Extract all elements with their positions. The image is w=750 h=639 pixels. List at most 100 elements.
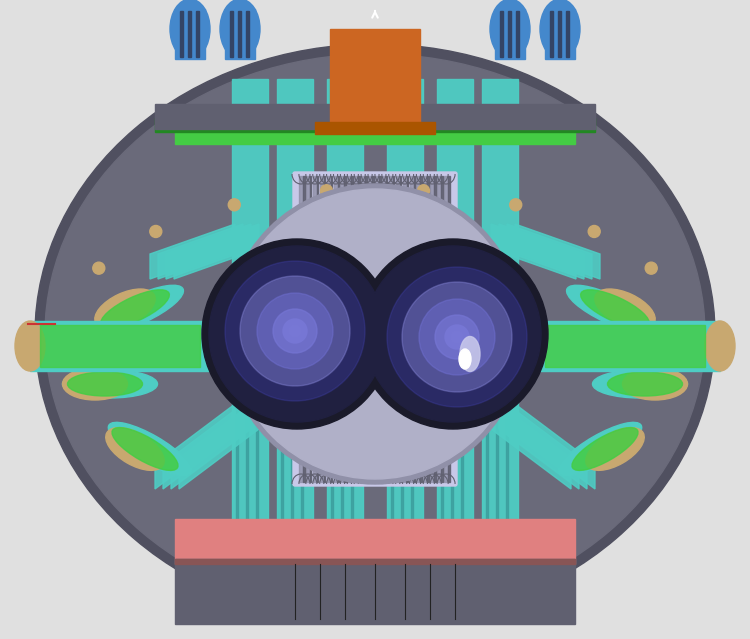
Bar bbox=[175, 559, 575, 624]
Bar bbox=[344, 176, 346, 482]
Bar bbox=[246, 279, 248, 619]
Ellipse shape bbox=[68, 372, 142, 396]
Circle shape bbox=[365, 246, 541, 422]
Polygon shape bbox=[174, 224, 259, 279]
Circle shape bbox=[257, 293, 333, 369]
Ellipse shape bbox=[45, 54, 705, 614]
Ellipse shape bbox=[112, 427, 178, 470]
Bar bbox=[175, 519, 575, 564]
Ellipse shape bbox=[220, 0, 260, 59]
Bar bbox=[291, 279, 293, 619]
Bar bbox=[256, 279, 258, 619]
Bar bbox=[188, 11, 191, 57]
Polygon shape bbox=[150, 224, 235, 279]
Bar bbox=[416, 176, 421, 482]
Bar bbox=[506, 279, 508, 619]
Bar bbox=[451, 279, 453, 619]
Polygon shape bbox=[163, 404, 243, 489]
Ellipse shape bbox=[170, 0, 210, 59]
Circle shape bbox=[418, 185, 430, 197]
Circle shape bbox=[283, 319, 307, 343]
Polygon shape bbox=[158, 224, 243, 279]
Bar bbox=[550, 11, 553, 57]
Circle shape bbox=[230, 189, 520, 479]
Bar bbox=[379, 176, 380, 482]
Bar bbox=[387, 279, 423, 619]
Bar bbox=[444, 176, 448, 482]
Circle shape bbox=[419, 299, 495, 375]
Circle shape bbox=[93, 262, 105, 274]
Bar bbox=[232, 279, 268, 619]
Bar bbox=[441, 279, 443, 619]
Circle shape bbox=[320, 185, 332, 197]
Bar bbox=[437, 79, 473, 279]
Bar bbox=[388, 176, 393, 482]
Ellipse shape bbox=[705, 321, 735, 371]
Ellipse shape bbox=[566, 285, 653, 333]
Bar bbox=[331, 176, 332, 482]
Bar bbox=[338, 176, 339, 482]
Bar bbox=[324, 176, 326, 482]
Bar bbox=[340, 176, 344, 482]
Bar bbox=[437, 279, 473, 619]
Bar bbox=[400, 176, 401, 482]
Bar bbox=[155, 118, 595, 132]
Bar bbox=[375, 176, 379, 482]
Polygon shape bbox=[515, 224, 600, 279]
Circle shape bbox=[588, 226, 600, 238]
Bar bbox=[508, 11, 511, 57]
Bar bbox=[175, 9, 205, 59]
Bar bbox=[40, 325, 200, 367]
Ellipse shape bbox=[622, 368, 688, 400]
Circle shape bbox=[225, 184, 525, 484]
Bar bbox=[393, 176, 394, 482]
Bar bbox=[421, 176, 422, 482]
Bar bbox=[372, 176, 374, 482]
Bar bbox=[327, 79, 363, 279]
Bar bbox=[461, 279, 463, 619]
Bar bbox=[368, 176, 372, 482]
Bar bbox=[411, 279, 413, 619]
Bar bbox=[232, 79, 268, 279]
Bar bbox=[358, 176, 360, 482]
Bar bbox=[516, 11, 519, 57]
Bar bbox=[347, 176, 351, 482]
Bar bbox=[441, 176, 442, 482]
Bar bbox=[396, 176, 400, 482]
Circle shape bbox=[240, 276, 350, 386]
Bar bbox=[277, 79, 313, 279]
Circle shape bbox=[209, 246, 385, 422]
Polygon shape bbox=[491, 404, 571, 489]
Bar bbox=[196, 11, 199, 57]
Bar bbox=[175, 126, 575, 144]
Bar bbox=[354, 176, 358, 482]
Bar bbox=[351, 176, 352, 482]
Bar bbox=[410, 176, 413, 482]
Ellipse shape bbox=[94, 289, 155, 329]
Bar bbox=[482, 279, 518, 619]
Ellipse shape bbox=[35, 44, 715, 624]
Circle shape bbox=[225, 261, 365, 401]
Polygon shape bbox=[166, 224, 251, 279]
Ellipse shape bbox=[608, 372, 682, 396]
Ellipse shape bbox=[62, 370, 158, 398]
Bar bbox=[362, 176, 365, 482]
Circle shape bbox=[150, 226, 162, 238]
Ellipse shape bbox=[108, 422, 192, 475]
Bar bbox=[299, 176, 303, 482]
Bar bbox=[327, 176, 331, 482]
Bar bbox=[382, 176, 386, 482]
Bar bbox=[437, 176, 441, 482]
Bar bbox=[495, 9, 525, 59]
Circle shape bbox=[435, 315, 479, 359]
Circle shape bbox=[289, 325, 301, 337]
Ellipse shape bbox=[586, 427, 644, 470]
Ellipse shape bbox=[97, 285, 184, 333]
Circle shape bbox=[228, 199, 240, 211]
Circle shape bbox=[510, 199, 522, 211]
Ellipse shape bbox=[62, 368, 128, 400]
Ellipse shape bbox=[106, 427, 164, 470]
Bar bbox=[155, 104, 595, 129]
Polygon shape bbox=[491, 224, 576, 279]
Ellipse shape bbox=[15, 321, 45, 371]
